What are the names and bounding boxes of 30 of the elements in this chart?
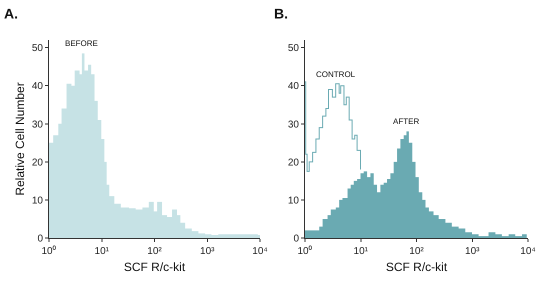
y-tick-label: 50 <box>32 43 44 54</box>
x-tick-label: 10² <box>147 246 162 257</box>
x-axis-title: SCF R/c-kit <box>124 260 186 274</box>
y-tick-label: 0 <box>37 234 44 244</box>
y-tick-label: 30 <box>288 119 300 130</box>
series-label: CONTROL <box>316 70 356 79</box>
x-tick-label: 10¹ <box>94 246 110 257</box>
chart-title: B. <box>274 5 288 22</box>
x-tick-label: 10⁰ <box>41 245 57 257</box>
series-label: AFTER <box>393 117 420 126</box>
y-axis-title: Relative Cell Number <box>13 82 28 196</box>
x-tick-label: 10³ <box>465 246 480 257</box>
x-axis-title: SCF R/c-kit <box>386 260 448 274</box>
x-tick-label: 10⁴ <box>252 246 268 257</box>
y-tick-label: 40 <box>32 81 44 92</box>
series-label: BEFORE <box>65 39 98 48</box>
x-tick-label: 10⁴ <box>520 246 536 257</box>
x-tick-label: 10² <box>409 246 424 257</box>
y-tick-label: 40 <box>288 81 300 92</box>
y-tick-label: 10 <box>32 195 44 206</box>
y-tick-label: 0 <box>293 234 300 244</box>
y-tick-label: 10 <box>288 195 300 206</box>
y-tick-label: 20 <box>288 157 300 168</box>
x-tick-label: 10¹ <box>354 246 369 257</box>
y-tick-label: 30 <box>32 119 44 130</box>
x-tick-label: 10⁰ <box>297 245 313 257</box>
chart-title: A. <box>4 5 18 22</box>
y-tick-label: 20 <box>32 157 44 168</box>
y-tick-label: 50 <box>288 43 300 54</box>
x-tick-label: 10³ <box>200 246 216 257</box>
